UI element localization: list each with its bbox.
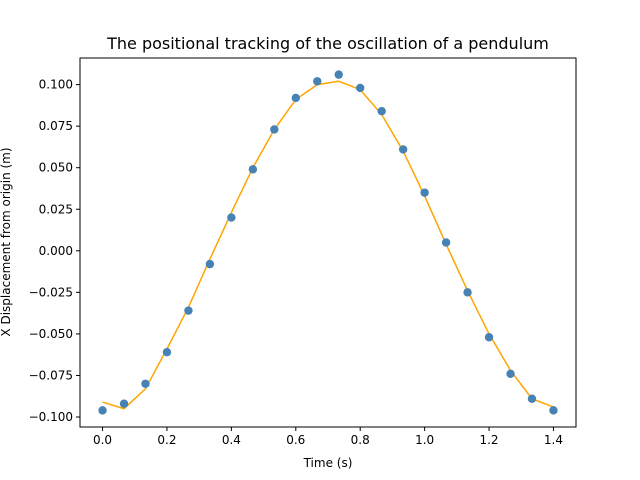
x-tick-label: 0.6 <box>286 433 305 447</box>
axes-ticks: 0.0 0.2 0.4 0.6 0.8 1.0 1.2 1.4 −0.100 −0.075 −0.0… <box>29 78 563 447</box>
data-point <box>420 188 429 197</box>
data-point <box>356 83 365 93</box>
y-tick-label: −0.050 <box>29 327 73 341</box>
data-point <box>313 77 322 86</box>
data-point <box>227 213 236 222</box>
y-tick-label: 0.050 <box>39 161 73 175</box>
data-point <box>506 369 515 379</box>
data-point <box>184 306 193 315</box>
y-tick-label: 0.075 <box>39 119 73 133</box>
data-point <box>549 406 558 415</box>
data-point <box>98 406 107 415</box>
y-tick-label: −0.100 <box>29 410 73 424</box>
data-point <box>484 333 494 342</box>
data-point <box>463 288 472 297</box>
data-point <box>141 379 150 388</box>
x-tick-label: 1.2 <box>479 433 498 447</box>
data-point <box>291 93 300 103</box>
data-point <box>248 165 258 174</box>
y-tick-label: 0.100 <box>39 78 73 92</box>
fit-line <box>102 80 554 410</box>
x-axis-label: Time (s) <box>303 456 353 470</box>
data-point <box>441 238 451 247</box>
y-tick-label: −0.025 <box>29 285 73 299</box>
y-axis-label: X Displacement from origin (m) <box>0 147 13 336</box>
data-point <box>270 125 279 134</box>
y-tick-label: −0.075 <box>29 368 73 382</box>
y-tick-label: 0.000 <box>39 244 73 258</box>
x-tick-label: 1.4 <box>544 433 563 447</box>
data-point <box>205 259 215 269</box>
data-point <box>119 399 129 408</box>
data-point <box>527 394 537 403</box>
y-tick-label: 0.025 <box>39 202 73 216</box>
axes-frame <box>79 57 577 428</box>
plot-area <box>98 70 558 415</box>
chart-title: The positional tracking of the oscillati… <box>106 34 549 53</box>
x-tick-label: 1.0 <box>415 433 434 447</box>
x-tick-label: 0.2 <box>157 433 176 447</box>
x-tick-label: 0.4 <box>222 433 241 447</box>
data-point <box>162 348 172 357</box>
x-tick-label: 0.8 <box>351 433 370 447</box>
x-tick-label: 0.0 <box>93 433 112 447</box>
data-point <box>334 70 343 79</box>
data-point <box>377 106 386 116</box>
data-point <box>398 145 408 154</box>
